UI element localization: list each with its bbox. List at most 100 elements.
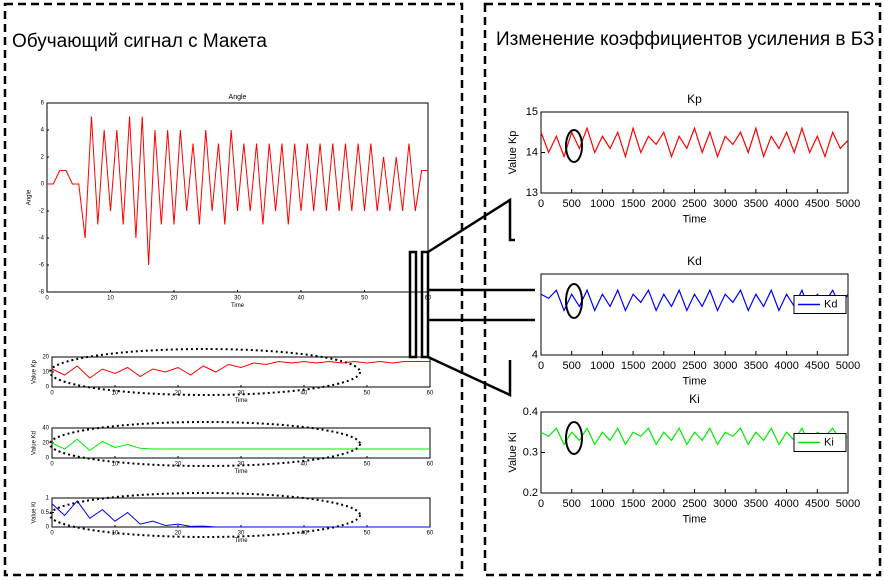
x-tick-label: 500 <box>563 360 581 372</box>
x-tick-label: 0 <box>538 498 544 510</box>
x-tick-label: 4500 <box>805 198 829 210</box>
y-tick-label: -8 <box>39 290 45 296</box>
x-tick-label: 30 <box>238 391 245 397</box>
x-tick-label: 3500 <box>744 498 768 510</box>
y-tick-label: 0.4 <box>523 406 538 418</box>
x-tick-label: 500 <box>563 498 581 510</box>
x-tick-label: 2500 <box>682 498 706 510</box>
x-tick-label: 40 <box>298 296 305 302</box>
series-line <box>47 116 428 266</box>
x-axis-label: Time <box>234 469 248 475</box>
y-tick-label: 40 <box>42 426 49 432</box>
x-tick-label: 2500 <box>682 360 706 372</box>
x-tick-label: 60 <box>427 531 434 537</box>
y-tick-label: 1 <box>46 496 50 502</box>
x-tick-label: 1000 <box>590 360 614 372</box>
y-tick-label: 0 <box>46 525 50 531</box>
x-axis-label: Time <box>682 375 706 387</box>
x-tick-label: 1500 <box>621 360 645 372</box>
connector-line <box>427 355 512 397</box>
y-axis-label: Value Kp <box>32 359 38 384</box>
x-tick-label: 0 <box>50 462 54 468</box>
x-tick-label: 10 <box>112 531 119 537</box>
x-tick-label: 5000 <box>836 360 860 372</box>
highlight-circle <box>565 283 583 319</box>
y-tick-label: 13 <box>526 187 538 199</box>
chart: 0 10 20 30 40 50 60 0 0.5 1 Time Value Ki <box>32 496 434 544</box>
y-tick-label: 10 <box>42 370 49 376</box>
x-tick-label: 2000 <box>652 198 676 210</box>
x-tick-label: 2500 <box>682 198 706 210</box>
x-tick-label: 3500 <box>744 360 768 372</box>
x-tick-label: 3500 <box>744 198 768 210</box>
highlight-ellipse <box>49 421 361 467</box>
x-tick-label: 10 <box>107 296 114 302</box>
x-tick-label: 1000 <box>590 498 614 510</box>
series-line <box>51 438 430 452</box>
x-axis-label: Time <box>682 213 706 225</box>
x-axis-label: Time <box>682 513 706 525</box>
x-tick-label: 0 <box>50 531 54 537</box>
y-tick-label: 0.5 <box>41 510 50 516</box>
x-tick-label: 2000 <box>652 498 676 510</box>
plot-area <box>51 427 431 459</box>
y-axis-label: Angle <box>27 189 33 205</box>
highlights <box>565 129 583 455</box>
chart-title: Kp <box>687 92 702 106</box>
y-tick-label: 6 <box>41 101 45 107</box>
y-tick-label: 0 <box>46 456 50 462</box>
y-tick-label: 20 <box>42 355 49 361</box>
x-tick-label: 3000 <box>713 498 737 510</box>
y-tick-label: 0.2 <box>523 487 538 499</box>
y-tick-label: -2 <box>39 209 45 215</box>
left-panel-title: Обучающий сигнал с Макета <box>12 31 267 52</box>
x-tick-label: 0 <box>538 198 544 210</box>
plot-area <box>51 356 431 388</box>
x-tick-label: 0 <box>45 296 49 302</box>
chart-title: Angle <box>229 94 247 101</box>
highlight-ellipse <box>49 492 361 538</box>
y-tick-label: -4 <box>39 236 45 242</box>
x-tick-label: 60 <box>427 462 434 468</box>
y-tick-label: 15 <box>526 106 538 118</box>
y-axis-label: Value Ki <box>32 502 38 524</box>
series-line <box>51 360 430 379</box>
connector-line <box>427 197 515 254</box>
x-tick-label: 1500 <box>621 198 645 210</box>
x-tick-label: 3000 <box>713 198 737 210</box>
series-line <box>51 500 430 528</box>
y-tick-label: 0.3 <box>523 446 538 458</box>
x-tick-label: 1500 <box>621 498 645 510</box>
y-axis-label: Value Kd <box>32 431 38 455</box>
right-panel-title: Изменение коэффициентов усиления в БЗ <box>496 29 875 50</box>
chart-title: Ki <box>689 392 700 406</box>
x-tick-label: 10 <box>112 462 119 468</box>
x-tick-label: 4000 <box>774 498 798 510</box>
x-axis-label: Time <box>234 398 248 404</box>
highlight-ellipse <box>49 348 361 396</box>
x-tick-label: 40 <box>301 531 308 537</box>
y-tick-label: 4 <box>41 128 45 134</box>
x-tick-label: 5000 <box>836 198 860 210</box>
x-tick-label: 20 <box>171 296 178 302</box>
x-tick-label: 4500 <box>805 498 829 510</box>
x-tick-label: 4000 <box>774 198 798 210</box>
x-axis-label: Time <box>231 303 245 309</box>
x-tick-label: 20 <box>175 531 182 537</box>
x-tick-label: 4500 <box>805 360 829 372</box>
y-tick-label: 4 <box>532 349 538 361</box>
y-tick-label: -6 <box>39 263 45 269</box>
y-tick-label: 0 <box>46 385 50 391</box>
chart: 0 500 1000 1500 2000 2500 3000 3500 4000 4500 5000… <box>507 92 860 225</box>
x-tick-label: 30 <box>238 462 245 468</box>
x-tick-label: 20 <box>175 391 182 397</box>
y-tick-label: 0 <box>41 182 45 188</box>
y-tick-label: 14 <box>526 146 538 158</box>
x-tick-label: 4000 <box>774 360 798 372</box>
zoom-connector <box>408 197 535 397</box>
series-line <box>540 126 849 159</box>
plot-area <box>51 497 431 528</box>
chart: 0 10 20 30 40 50 60 0 10 20 Time Value Kp <box>32 355 434 404</box>
